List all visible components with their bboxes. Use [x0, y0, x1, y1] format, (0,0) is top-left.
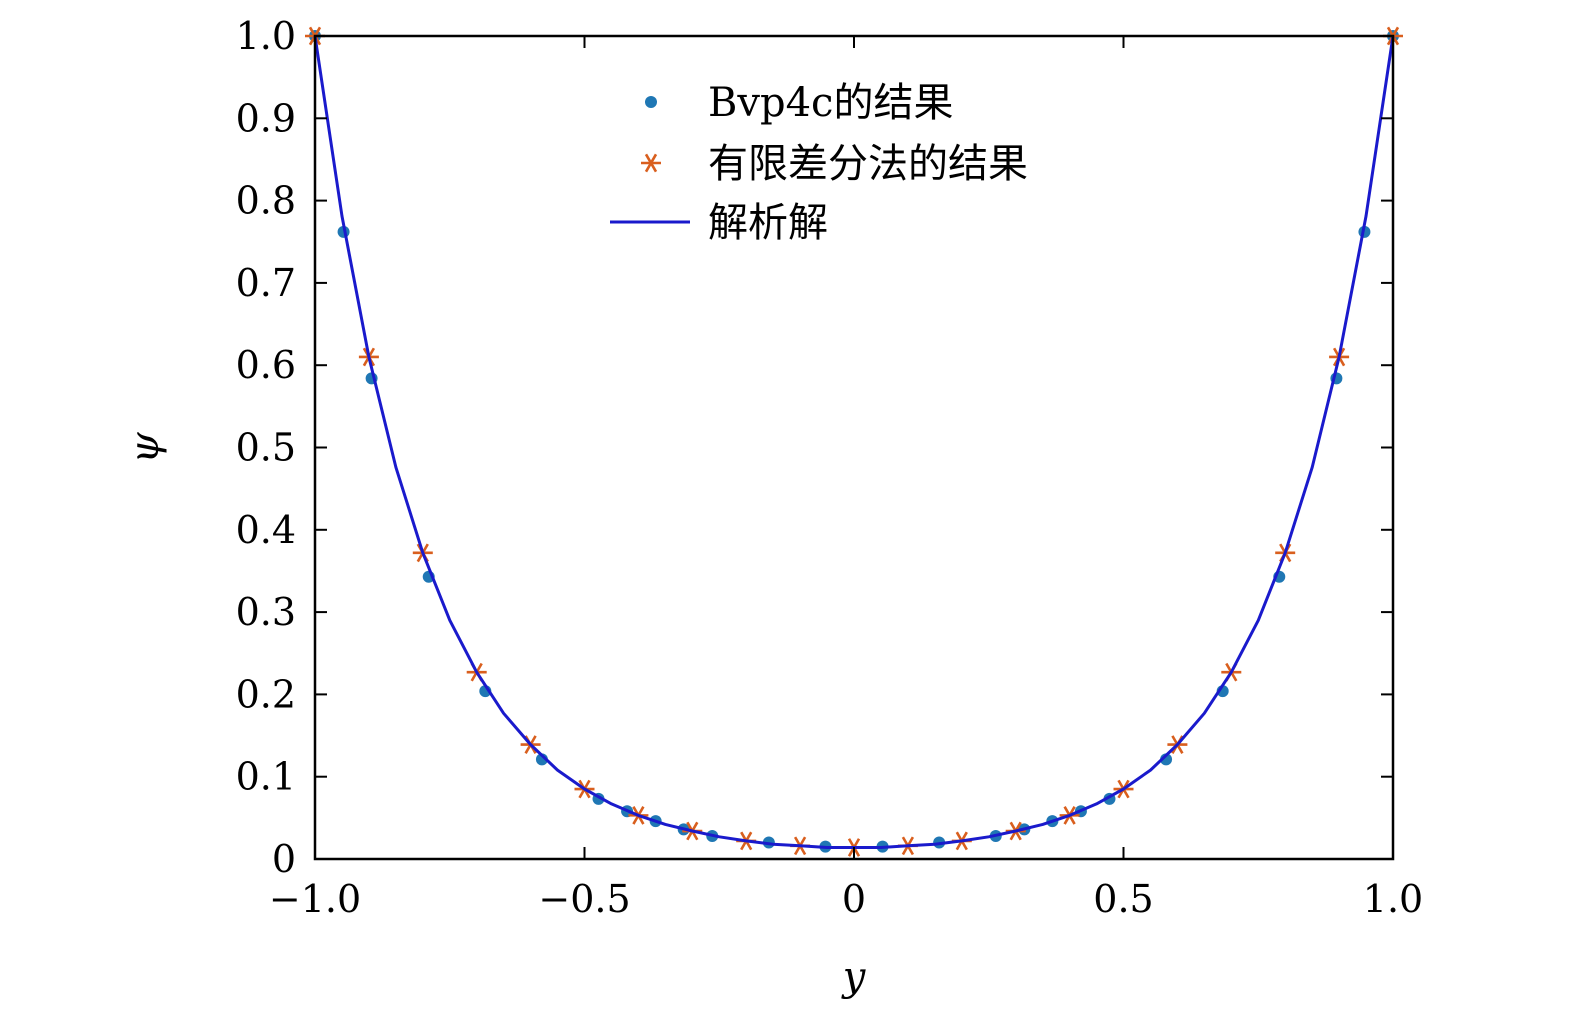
y-tick-label: 0.1: [236, 755, 296, 799]
legend-marker-finite-difference: [641, 153, 661, 173]
y-tick-label: 0.6: [236, 343, 296, 387]
ticks: [314, 35, 1394, 860]
x-tick-label: 1.0: [1363, 877, 1423, 921]
x-tick-label: −1.0: [269, 877, 361, 921]
tick-labels: −1.0 −0.5 0 0.5 1.0 0 0.1 0.2 0.3 0.4 0.5 0.6 0.7 0.8…: [236, 14, 1424, 921]
x-tick-label: 0.5: [1093, 877, 1153, 921]
y-tick-label: 0.9: [236, 96, 296, 140]
y-tick-label: 0.5: [236, 426, 296, 470]
y-tick-label: 1.0: [236, 14, 296, 58]
x-tick-label: 0: [842, 877, 866, 921]
y-tick-label: 0.7: [236, 261, 296, 305]
y-tick-label: 0: [272, 837, 296, 881]
x-tick-label: −0.5: [538, 877, 630, 921]
y-tick-label: 0.2: [236, 672, 296, 716]
y-tick-label: 0.3: [236, 590, 296, 634]
legend-label-analytic: 解析解: [708, 200, 828, 246]
legend-label-bvp4c: Bvp4c的结果: [708, 80, 953, 126]
x-axis-label: y: [841, 954, 867, 1000]
legend: Bvp4c的结果 有限差分法的结果 解析解: [610, 80, 1028, 246]
y-tick-label: 0.8: [236, 179, 296, 223]
y-tick-label: 0.4: [236, 508, 296, 552]
y-axis-label: ψ: [122, 432, 168, 464]
legend-marker-bvp4c: [645, 96, 657, 108]
legend-label-finite-difference: 有限差分法的结果: [708, 141, 1028, 187]
